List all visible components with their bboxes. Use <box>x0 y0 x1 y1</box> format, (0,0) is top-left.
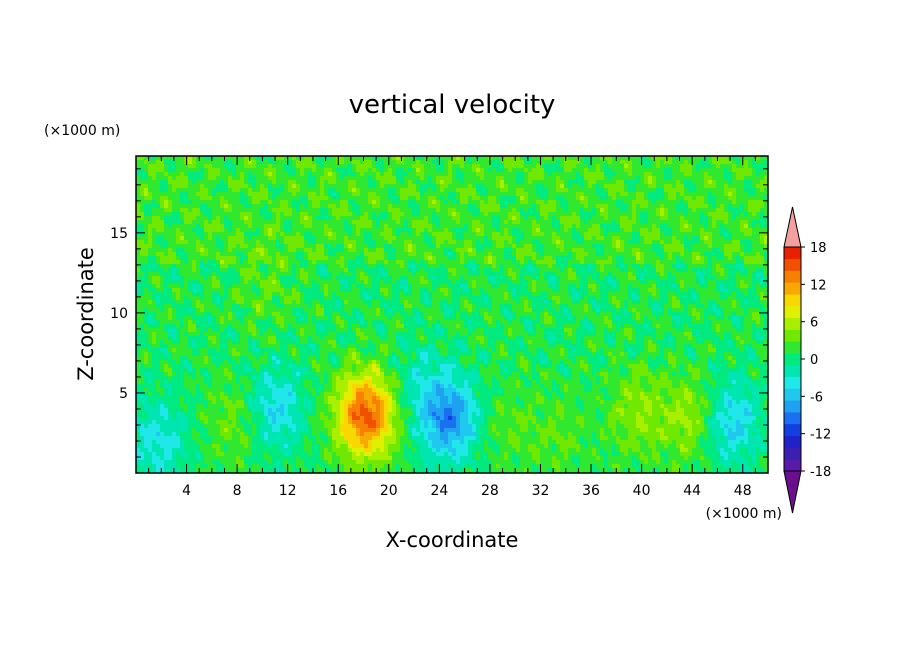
colorbar-bin <box>784 447 801 459</box>
x-tick-label: 4 <box>182 483 191 499</box>
colorbar-bin <box>784 271 801 283</box>
colorbar-bin <box>784 388 801 400</box>
x-tick-label: 36 <box>582 483 600 499</box>
colorbar-tick-label: 12 <box>810 278 827 293</box>
y-axis-label: Z-coordinate <box>74 247 98 381</box>
x-tick-label: 48 <box>734 483 752 499</box>
x-tick-label: 16 <box>329 483 347 499</box>
x-tick-label: 20 <box>380 483 398 499</box>
x-tick-label: 12 <box>279 483 297 499</box>
colorbar-bin <box>784 330 801 342</box>
colorbar-bin <box>784 424 801 436</box>
x-tick-label: 44 <box>683 483 701 499</box>
colorbar-tick-label: 18 <box>810 241 827 256</box>
colorbar-bin <box>784 436 801 448</box>
colorbar-bin <box>784 294 801 306</box>
x-tick-label: 28 <box>481 483 499 499</box>
colorbar-bin <box>784 365 801 377</box>
colorbar-tick-label: -12 <box>810 428 831 443</box>
colorbar-tick-label: 0 <box>810 353 818 368</box>
y-tick-label: 15 <box>110 226 128 242</box>
colorbar-bin <box>784 400 801 412</box>
colorbar-bin <box>784 341 801 353</box>
colorbar-bin <box>784 282 801 294</box>
x-axis-unit: (×1000 m) <box>706 506 782 522</box>
colorbar-bin <box>784 353 801 365</box>
colorbar-extend-min <box>784 471 801 513</box>
colorbar-bin <box>784 247 801 259</box>
colorbar-tick-label: 6 <box>810 316 818 331</box>
contour-field <box>136 156 769 477</box>
y-axis-unit: (×1000 m) <box>44 123 120 139</box>
x-tick-label: 40 <box>633 483 651 499</box>
x-tick-label: 32 <box>532 483 550 499</box>
x-axis-label: X-coordinate <box>386 528 519 552</box>
colorbar-bin <box>784 412 801 424</box>
colorbar-tick-label: -18 <box>810 465 831 480</box>
x-tick-label: 24 <box>430 483 448 499</box>
colorbar-bin <box>784 459 801 471</box>
y-tick-label: 5 <box>119 386 128 402</box>
y-tick-label: 10 <box>110 306 128 322</box>
colorbar-bin <box>784 318 801 330</box>
colorbar-bin <box>784 259 801 271</box>
colorbar-tick-label: -6 <box>810 390 823 405</box>
x-tick-label: 8 <box>233 483 242 499</box>
colorbar: 18 12 6 0 -6 -12 -18 <box>784 207 831 513</box>
chart-title: vertical velocity <box>349 90 556 120</box>
colorbar-extend-max <box>784 207 801 247</box>
colorbar-bin <box>784 377 801 389</box>
colorbar-bin <box>784 306 801 318</box>
